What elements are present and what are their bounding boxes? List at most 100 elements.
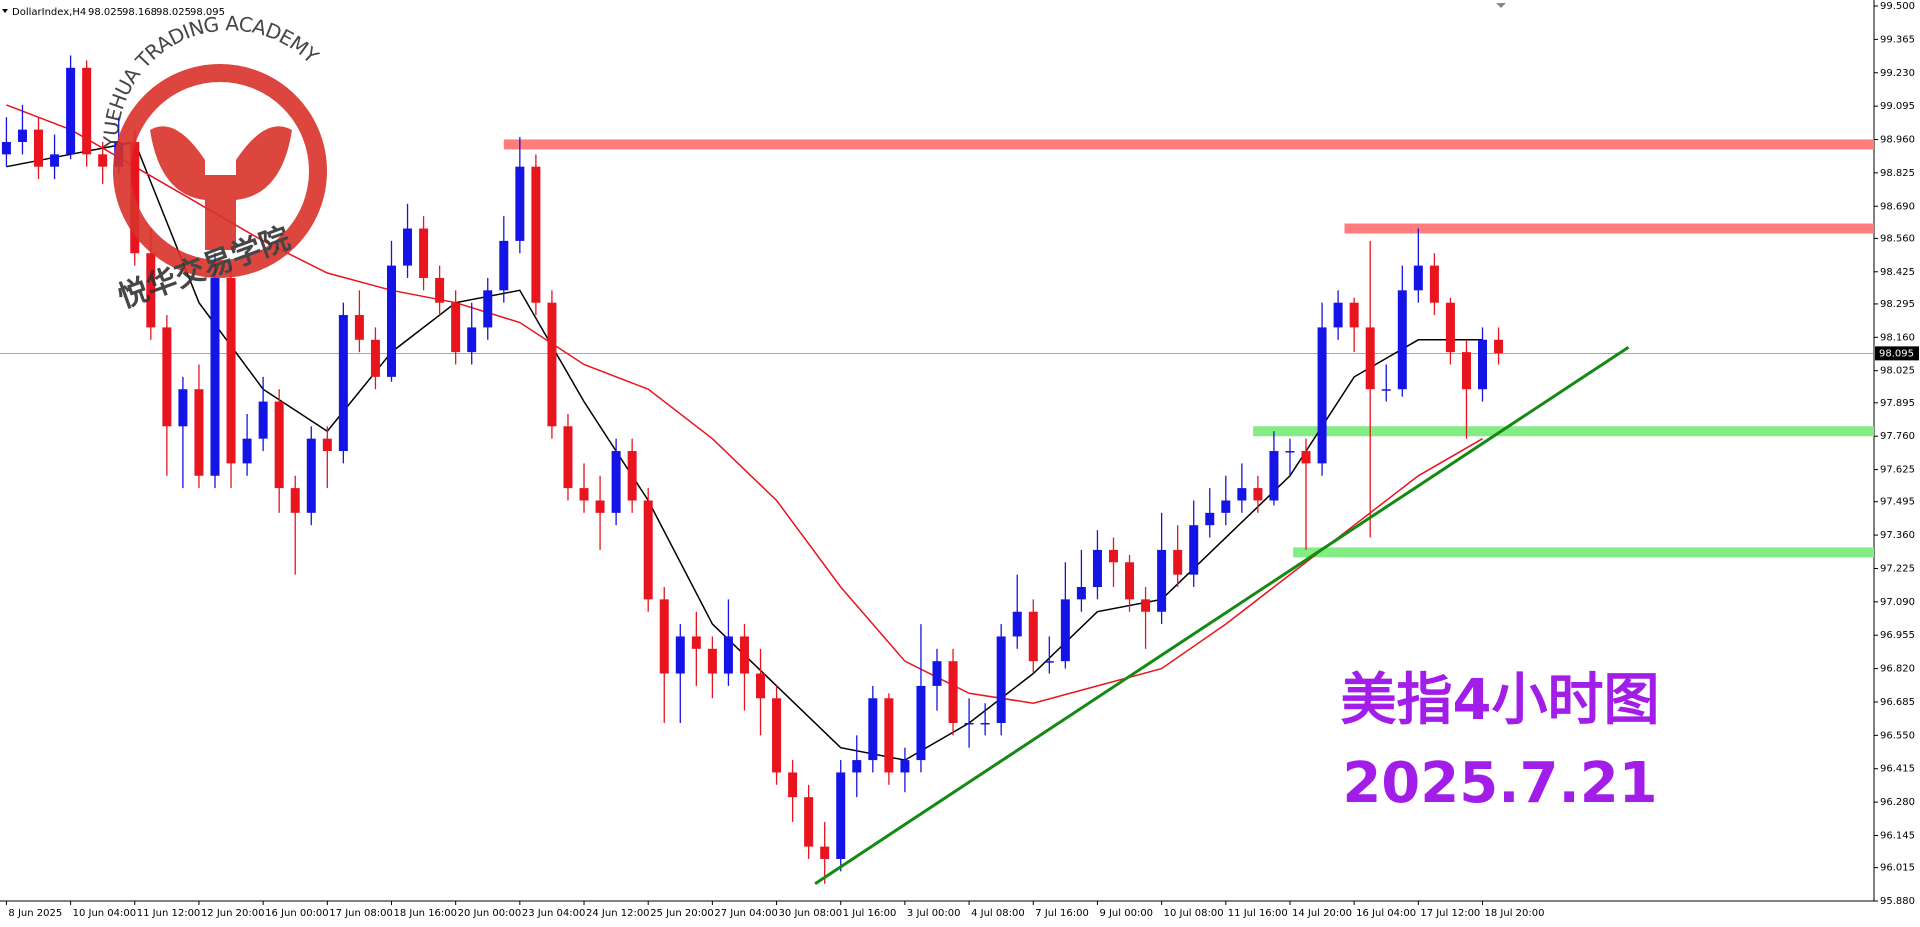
symbol: DollarIndex,H4 (12, 7, 86, 18)
candle-body (1461, 352, 1471, 390)
x-tick-label: 14 Jul 20:00 (1292, 908, 1352, 919)
candle-body (1221, 500, 1231, 513)
candle-body (258, 401, 268, 439)
candle-body (579, 488, 589, 501)
x-tick-label: 25 Jun 20:00 (650, 908, 714, 919)
candle-body (210, 277, 220, 476)
candle-body (1269, 451, 1279, 501)
y-tick-label: 96.145 (1880, 830, 1915, 841)
candle-body (595, 500, 605, 513)
candle-body (675, 636, 685, 674)
x-tick-label: 4 Jul 08:00 (971, 908, 1025, 919)
candle-body (1253, 488, 1263, 501)
candle-body (1413, 265, 1423, 291)
logo-mark (150, 126, 292, 250)
y-tick-label: 98.425 (1880, 267, 1915, 278)
candle-body (483, 290, 493, 328)
candle-body (691, 636, 701, 649)
y-tick-label: 99.365 (1880, 34, 1915, 45)
candle-body (82, 67, 92, 155)
candle-body (354, 315, 364, 340)
candle-body (739, 636, 749, 674)
candle-body (916, 685, 926, 761)
x-tick-label: 3 Jul 00:00 (907, 908, 961, 919)
y-tick-label: 97.495 (1880, 497, 1915, 508)
y-tick-label: 98.825 (1880, 168, 1915, 179)
candle-body (290, 488, 300, 513)
x-tick-label: 18 Jun 16:00 (393, 908, 457, 919)
candle-body (242, 438, 252, 464)
x-tick-label: 18 Jul 20:00 (1485, 908, 1545, 919)
header-high: 98.168 (122, 7, 157, 18)
y-tick-label: 97.760 (1880, 431, 1915, 442)
candle-body (1012, 611, 1022, 637)
x-tick-label: 30 Jun 08:00 (779, 908, 843, 919)
candle-body (162, 327, 172, 427)
candle-body (1157, 549, 1167, 612)
y-tick-label: 99.500 (1880, 1, 1915, 12)
candle-body (788, 772, 798, 798)
candle-body (531, 166, 541, 303)
candle-body (868, 698, 878, 761)
candle-body (627, 451, 637, 501)
annotation: 2025.7.21 (1342, 751, 1657, 816)
candle-body (1189, 525, 1199, 575)
candle-body (1494, 339, 1504, 354)
candle-body (1445, 302, 1455, 353)
candle-body (17, 129, 27, 142)
candle-body (1141, 599, 1151, 612)
y-tick-label: 98.295 (1880, 299, 1915, 310)
level-band (1344, 223, 1874, 234)
candle-body (1173, 549, 1183, 575)
x-tick-label: 17 Jul 12:00 (1420, 908, 1480, 919)
level-band (1293, 547, 1874, 558)
x-tick-label: 7 Jul 16:00 (1035, 908, 1089, 919)
trendline (814, 345, 1630, 885)
candle-body (515, 166, 525, 241)
y-tick-label: 96.955 (1880, 630, 1915, 641)
y-tick-label: 96.820 (1880, 664, 1915, 675)
y-tick-label: 97.090 (1880, 597, 1915, 608)
candle-body (1301, 451, 1311, 464)
x-tick-label: 9 Jul 00:00 (1099, 908, 1153, 919)
moving-average (6, 104, 1483, 704)
candle-body (1108, 549, 1118, 563)
x-tick-label: 8 Jun 2025 (8, 908, 62, 919)
y-tick-label: 96.015 (1880, 863, 1915, 874)
candle-body (1381, 389, 1391, 391)
candle-body (338, 315, 348, 452)
candle-body (306, 438, 316, 513)
y-tick-label: 98.560 (1880, 233, 1915, 244)
candle-body (948, 661, 958, 723)
x-tick-label: 11 Jun 12:00 (137, 908, 201, 919)
y-tick-label: 98.160 (1880, 332, 1915, 343)
candle-body (50, 154, 60, 167)
candle-body (467, 327, 477, 353)
y-tick-label: 98.960 (1880, 135, 1915, 146)
candle-body (659, 599, 669, 674)
candle-body (1076, 587, 1086, 600)
x-tick-label: 27 Jun 04:00 (714, 908, 778, 919)
candle-body (370, 339, 380, 377)
y-tick-label: 98.025 (1880, 366, 1915, 377)
header-low: 98.025 (156, 7, 191, 18)
candle-body (146, 253, 156, 328)
candle-body (643, 500, 653, 600)
x-tick-label: 10 Jun 04:00 (73, 908, 137, 919)
candle-body (884, 698, 894, 773)
y-tick-label: 99.230 (1880, 68, 1915, 79)
candle-body (1333, 302, 1343, 328)
candle-body (756, 673, 766, 699)
candle-body (611, 451, 621, 513)
x-tick-label: 11 Jul 16:00 (1228, 908, 1288, 919)
candle-body (499, 240, 509, 291)
candle-body (1349, 302, 1359, 328)
candle-body (836, 772, 846, 859)
y-tick-label: 96.550 (1880, 730, 1915, 741)
candle-body (1317, 327, 1327, 464)
candle-body (900, 760, 910, 773)
candle-body (1125, 562, 1135, 600)
candle-body (1237, 488, 1247, 501)
x-tick-label: 16 Jun 00:00 (265, 908, 329, 919)
